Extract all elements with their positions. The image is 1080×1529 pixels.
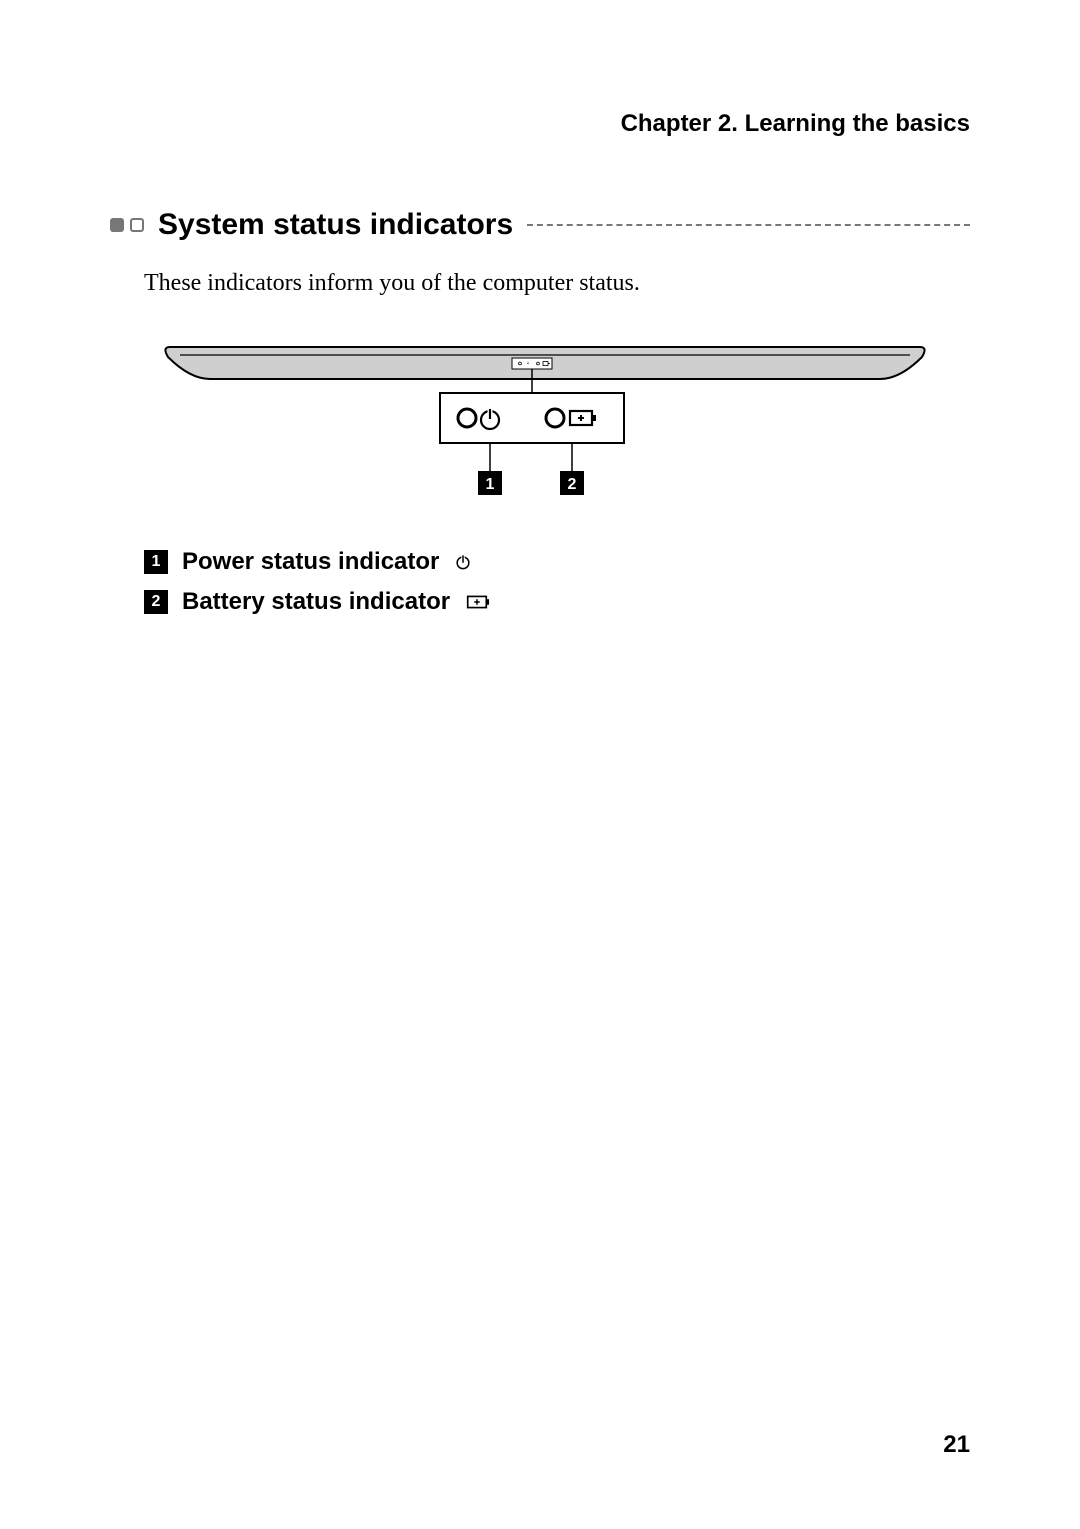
bullet-icon [130,218,144,232]
page: Chapter 2. Learning the basics System st… [0,0,1080,1529]
bullet-icon [110,218,124,232]
legend: 1 Power status indicator 2 Battery statu… [144,548,970,616]
laptop-diagram: 1 2 [160,333,970,518]
legend-label: Power status indicator [182,548,439,576]
power-icon [453,552,473,572]
section-heading-row: System status indicators [110,208,970,242]
section-title: System status indicators [158,208,513,242]
legend-item: 1 Power status indicator [144,548,970,576]
legend-item: 2 Battery status indicator [144,588,970,616]
callout-badge-2: 2 [560,471,584,495]
heading-bullets [110,218,144,232]
chapter-label: Chapter 2. Learning the basics [621,110,970,137]
laptop-diagram-svg: 1 2 [160,333,930,513]
legend-badge: 2 [144,590,168,614]
callout-badge-1-text: 1 [486,476,495,493]
legend-badge: 1 [144,550,168,574]
chapter-header: Chapter 2. Learning the basics [110,110,970,138]
page-number: 21 [943,1431,970,1459]
battery-icon [464,592,490,612]
callout-badge-1: 1 [478,471,502,495]
callout-badge-2-text: 2 [568,476,577,493]
dashed-rule [527,224,970,226]
legend-label: Battery status indicator [182,588,450,616]
laptop-outline [165,347,924,393]
intro-text: These indicators inform you of the compu… [144,270,970,297]
indicator-detail-box [440,393,624,471]
battery-icon [570,411,596,425]
